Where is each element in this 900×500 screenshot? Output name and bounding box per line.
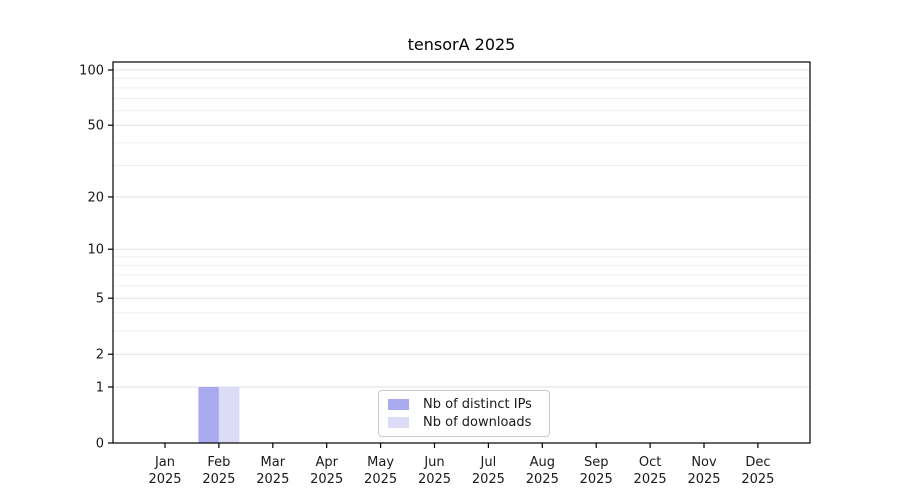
legend-item-distinct-ips: Nb of distinct IPs bbox=[388, 396, 541, 413]
y-tick-label: 50 bbox=[87, 119, 104, 134]
y-tick-label: 10 bbox=[87, 243, 104, 258]
x-tick-label: Jun 2025 bbox=[418, 455, 451, 487]
y-tick-label: 0 bbox=[96, 437, 104, 452]
x-tick-label: Sep 2025 bbox=[580, 455, 613, 487]
y-tick-label: 1 bbox=[96, 380, 104, 395]
plot-border bbox=[112, 61, 811, 444]
x-tick-label: May 2025 bbox=[364, 455, 397, 487]
x-tick-label: Mar 2025 bbox=[256, 455, 289, 487]
legend: Nb of distinct IPs Nb of downloads bbox=[378, 390, 550, 437]
x-tick-label: Aug 2025 bbox=[526, 455, 559, 487]
legend-label-downloads: Nb of downloads bbox=[423, 415, 532, 430]
chart-title: tensorA 2025 bbox=[407, 35, 516, 54]
bar-distinct-ips bbox=[198, 386, 219, 443]
y-tick-label: 5 bbox=[96, 292, 104, 307]
x-tick-label: Apr 2025 bbox=[310, 455, 343, 487]
legend-item-downloads: Nb of downloads bbox=[388, 414, 541, 431]
x-tick-label: Jul 2025 bbox=[472, 455, 505, 487]
y-tick-label: 100 bbox=[79, 64, 104, 79]
x-tick-label: Jan 2025 bbox=[148, 455, 181, 487]
y-tick-label: 2 bbox=[96, 348, 104, 363]
x-tick-label: Dec 2025 bbox=[741, 455, 774, 487]
downloads-swatch-icon bbox=[388, 417, 409, 428]
y-tick-label: 20 bbox=[87, 190, 104, 205]
x-tick-label: Oct 2025 bbox=[634, 455, 667, 487]
bar-downloads bbox=[218, 386, 240, 443]
legend-label-distinct-ips: Nb of distinct IPs bbox=[423, 397, 532, 412]
distinct-ips-swatch-icon bbox=[388, 399, 409, 410]
x-tick-label: Feb 2025 bbox=[202, 455, 235, 487]
x-tick-label: Nov 2025 bbox=[687, 455, 720, 487]
